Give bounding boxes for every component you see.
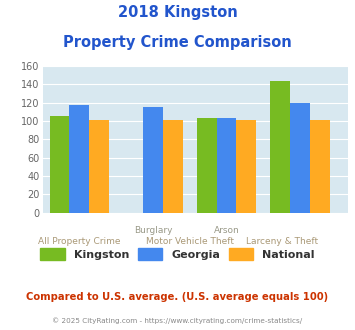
- Bar: [217, 118, 236, 213]
- Text: 2018 Kingston: 2018 Kingston: [118, 5, 237, 20]
- Text: Motor Vehicle Theft: Motor Vehicle Theft: [146, 237, 234, 246]
- Text: Larceny & Theft: Larceny & Theft: [246, 237, 318, 246]
- Bar: [89, 120, 109, 213]
- Bar: [270, 81, 290, 213]
- Bar: [310, 120, 330, 213]
- Legend: Kingston, Georgia, National: Kingston, Georgia, National: [40, 248, 315, 260]
- Bar: [236, 120, 256, 213]
- Bar: [163, 120, 183, 213]
- Bar: [290, 103, 310, 213]
- Bar: [50, 116, 70, 213]
- Text: Compared to U.S. average. (U.S. average equals 100): Compared to U.S. average. (U.S. average …: [26, 292, 329, 302]
- Bar: [70, 105, 89, 213]
- Text: © 2025 CityRating.com - https://www.cityrating.com/crime-statistics/: © 2025 CityRating.com - https://www.city…: [53, 317, 302, 324]
- Text: Burglary: Burglary: [134, 226, 172, 235]
- Text: Arson: Arson: [214, 226, 239, 235]
- Bar: [197, 118, 217, 213]
- Text: All Property Crime: All Property Crime: [38, 237, 121, 246]
- Text: Property Crime Comparison: Property Crime Comparison: [63, 35, 292, 50]
- Bar: [143, 107, 163, 213]
